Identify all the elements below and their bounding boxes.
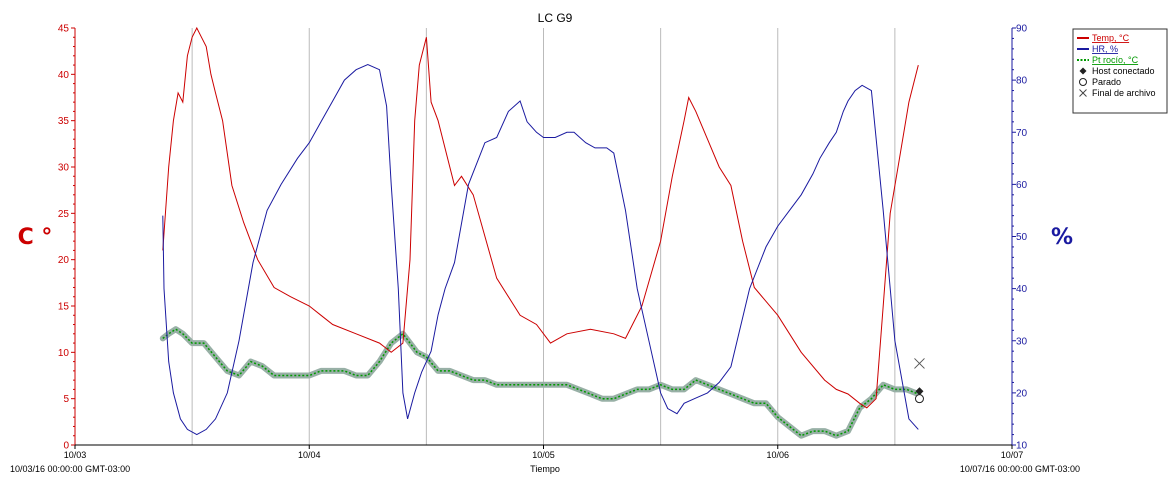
legend-item: Parado — [1079, 77, 1121, 87]
series-humidity-line — [162, 63, 919, 436]
x-tick-label: 10/04 — [298, 450, 321, 460]
right-axis-label: % — [1051, 225, 1073, 250]
left-tick-label: 15 — [58, 302, 70, 313]
x-axis-label: Tiempo — [530, 464, 560, 474]
series-temp-line — [162, 26, 919, 409]
legend-item: Pt rocío, °C — [1077, 55, 1139, 65]
left-tick-label: 10 — [58, 348, 70, 359]
x-start-datetime: 10/03/16 00:00:00 GMT-03:00 — [10, 464, 130, 474]
right-tick-label: 20 — [1016, 388, 1028, 399]
left-tick-label: 30 — [58, 163, 70, 174]
left-tick-label: 5 — [63, 394, 69, 405]
right-tick-label: 30 — [1016, 336, 1028, 347]
legend-item: Host conectado — [1079, 66, 1155, 76]
marker-host-connected — [915, 387, 924, 396]
legend-item: HR, % — [1077, 44, 1118, 54]
right-tick-label: 90 — [1016, 24, 1028, 35]
right-tick-label: 10 — [1016, 441, 1028, 452]
legend-label: Host conectado — [1092, 66, 1155, 76]
x-tick-label: 10/03 — [64, 450, 87, 460]
legend-cross-icon — [1079, 89, 1087, 97]
legend-diamond-icon — [1079, 67, 1087, 75]
right-tick-label: 50 — [1016, 232, 1028, 243]
left-axis-label: C ° — [18, 225, 53, 250]
right-tick-label: 70 — [1016, 128, 1028, 139]
right-tick-label: 40 — [1016, 284, 1028, 295]
grid-lines — [191, 28, 896, 445]
x-tick-label: 10/07 — [1001, 450, 1024, 460]
series-lines — [159, 26, 922, 439]
x-end-datetime: 10/07/16 00:00:00 GMT-03:00 — [960, 464, 1080, 474]
legend-label: Pt rocío, °C — [1092, 55, 1139, 65]
axes: 0 5 10 15 20 25 30 35 40 45 10 20 30 40 50 60 70 80 90 10/0… — [58, 24, 1028, 461]
legend-box — [1072, 28, 1168, 114]
legend-item: Final de archivo — [1079, 88, 1156, 98]
x-tick-label: 10/05 — [532, 450, 555, 460]
left-tick-label: 45 — [58, 24, 70, 35]
x-tick-label: 10/06 — [766, 450, 789, 460]
legend-label: Final de archivo — [1092, 88, 1156, 98]
right-tick-label: 80 — [1016, 76, 1028, 87]
right-tick-label: 60 — [1016, 180, 1028, 191]
legend-label: Temp, °C — [1092, 33, 1130, 43]
marker-cross-stroke — [914, 358, 925, 369]
left-tick-label: 0 — [63, 441, 69, 452]
legend-circle-icon — [1079, 78, 1087, 86]
left-tick-label: 40 — [58, 70, 70, 81]
series-dewpoint-line — [162, 328, 919, 437]
chart-title: LC G9 — [538, 11, 573, 25]
series-dewpoint-halo — [159, 326, 922, 439]
legend-label: HR, % — [1092, 44, 1118, 54]
marker-end-of-file — [914, 358, 925, 369]
marker-stopped — [914, 394, 924, 404]
end-markers — [914, 358, 925, 404]
left-tick-label: 25 — [58, 209, 70, 220]
legend-label: Parado — [1092, 77, 1121, 87]
left-tick-label: 35 — [58, 116, 70, 127]
left-tick-label: 20 — [58, 255, 70, 266]
legend-item: Temp, °C — [1077, 33, 1130, 43]
